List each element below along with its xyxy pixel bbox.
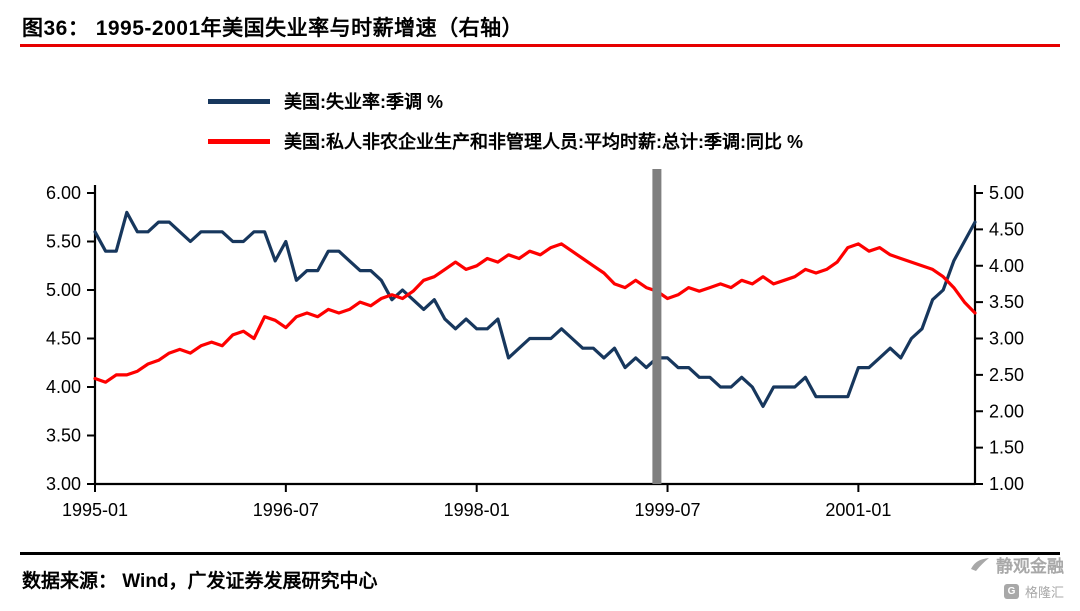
svg-text:1998-01: 1998-01	[444, 500, 510, 520]
svg-text:6.00: 6.00	[46, 183, 81, 203]
svg-text:1995-01: 1995-01	[62, 500, 128, 520]
line-chart: 3.00 3.50 4.00 4.50 5.00 5.50 6.00 1.00 1.50 2.00…	[0, 162, 1080, 537]
watermarks: 静观金融 G 格隆汇	[970, 552, 1064, 601]
legend-item-unemployment: 美国:失业率:季调 %	[208, 88, 803, 114]
svg-text:3.50: 3.50	[46, 426, 81, 446]
svg-text:3.50: 3.50	[989, 292, 1024, 312]
svg-text:2.50: 2.50	[989, 365, 1024, 385]
svg-text:5.50: 5.50	[46, 232, 81, 252]
chart-canvas: 3.00 3.50 4.00 4.50 5.00 5.50 6.00 1.00 1.50 2.00…	[46, 169, 1024, 520]
svg-text:3.00: 3.00	[989, 329, 1024, 349]
svg-text:2001-01: 2001-01	[825, 500, 891, 520]
page-title: 图36： 1995-2001年美国失业率与时薪增速（右轴）	[22, 17, 524, 40]
footer-rule	[20, 552, 1060, 555]
wage-line-swatch	[208, 138, 270, 144]
svg-text:2.00: 2.00	[989, 401, 1024, 421]
title-rule	[20, 44, 1060, 47]
bird-icon	[971, 558, 989, 571]
svg-text:1996-07: 1996-07	[253, 500, 319, 520]
svg-text:5.00: 5.00	[989, 183, 1024, 203]
legend-item-wage: 美国:私人非农企业生产和非管理人员:平均时薪:总计:季调:同比 %	[208, 128, 803, 154]
data-source-text: 数据来源： Wind，广发证券发展研究中心	[22, 571, 378, 592]
svg-text:4.50: 4.50	[989, 219, 1024, 239]
chart-legend: 美国:失业率:季调 % 美国:私人非农企业生产和非管理人员:平均时薪:总计:季调…	[208, 88, 803, 154]
svg-text:5.00: 5.00	[46, 280, 81, 300]
legend-label-wage: 美国:私人非农企业生产和非管理人员:平均时薪:总计:季调:同比 %	[284, 132, 803, 152]
gelonghui-logo-icon: G	[1003, 584, 1019, 599]
svg-text:4.00: 4.00	[46, 377, 81, 397]
legend-label-unemployment: 美国:失业率:季调 %	[284, 92, 443, 112]
watermark-main-text: 静观金融	[996, 557, 1064, 576]
svg-text:3.00: 3.00	[46, 474, 81, 494]
svg-text:1.50: 1.50	[989, 438, 1024, 458]
watermark-sub-text: 格隆汇	[1024, 585, 1064, 600]
watermark-sub-row: G 格隆汇	[1003, 582, 1064, 601]
svg-text:1.00: 1.00	[989, 474, 1024, 494]
svg-text:4.00: 4.00	[989, 256, 1024, 276]
unemployment-line-swatch	[208, 98, 270, 104]
svg-text:1999-07: 1999-07	[634, 500, 700, 520]
svg-text:4.50: 4.50	[46, 329, 81, 349]
watermark-main-row: 静观金融	[970, 552, 1064, 577]
